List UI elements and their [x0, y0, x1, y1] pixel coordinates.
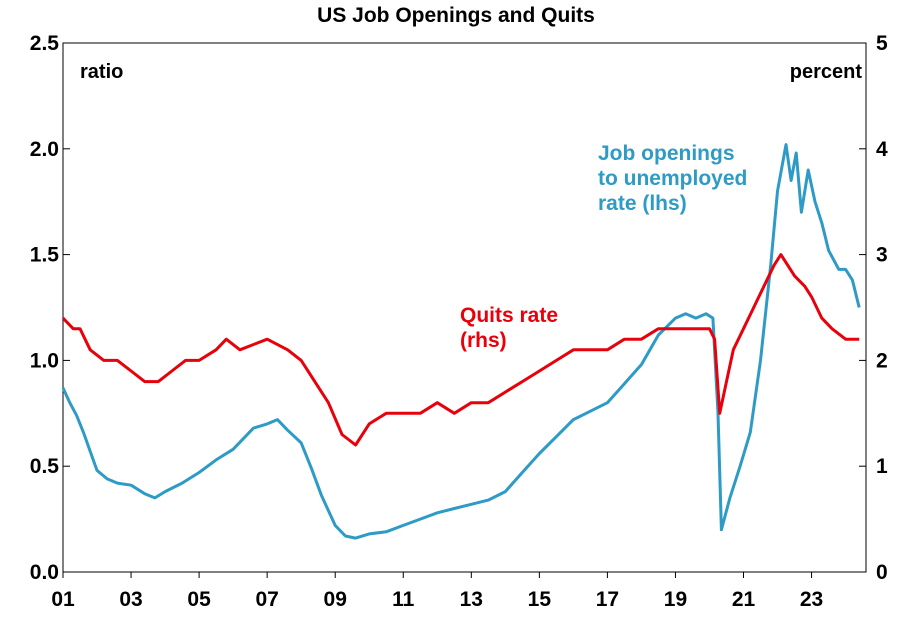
openings-ratio-line	[61, 143, 861, 540]
series-label-line: (rhs)	[460, 329, 507, 352]
x-tick-label: 01	[51, 588, 75, 611]
right-tick-label: 0	[876, 561, 888, 584]
x-tick-label: 21	[732, 588, 756, 611]
labels-layer: Job openings to unemployed rate (lhs) Quits…	[460, 142, 747, 352]
chart-title: US Job Openings and Quits	[317, 4, 595, 27]
series-layer	[61, 143, 861, 540]
series-label-line: Quits rate	[460, 304, 558, 327]
right-unit-label: percent	[790, 61, 863, 83]
right-tick-label: 4	[876, 138, 888, 161]
series-label-line: to unemployed	[598, 167, 747, 190]
left-tick-label: 2.0	[30, 138, 59, 161]
right-tick-label: 3	[876, 244, 888, 267]
right-tick-label: 1	[876, 455, 888, 478]
quits-series-label: Quits rate (rhs)	[460, 304, 558, 352]
x-tick-label: 17	[596, 588, 619, 611]
left-tick-label: 0.0	[30, 561, 59, 584]
x-tick-label: 19	[664, 588, 687, 611]
left-unit-label: ratio	[80, 61, 123, 83]
series-label-line: Job openings	[598, 142, 735, 165]
right-tick-label: 5	[876, 32, 888, 55]
x-tick-label: 11	[392, 588, 415, 611]
left-tick-label: 1.0	[30, 349, 59, 372]
left-tick-label: 1.5	[30, 244, 60, 267]
quits-rate-line	[61, 253, 860, 447]
left-tick-label: 2.5	[30, 32, 60, 55]
right-tick-label: 2	[876, 349, 888, 372]
left-tick-label: 0.5	[30, 455, 60, 478]
x-tick-label: 07	[255, 588, 278, 611]
x-tick-label: 23	[800, 588, 823, 611]
plot-frame	[62, 42, 867, 573]
x-tick-label: 09	[324, 588, 347, 611]
x-tick-label: 05	[187, 588, 211, 611]
x-tick-label: 03	[119, 588, 142, 611]
x-tick-label: 13	[460, 588, 483, 611]
openings-series-label: Job openings to unemployed rate (lhs)	[598, 142, 747, 215]
series-label-line: rate (lhs)	[598, 192, 687, 215]
x-tick-label: 15	[528, 588, 552, 611]
